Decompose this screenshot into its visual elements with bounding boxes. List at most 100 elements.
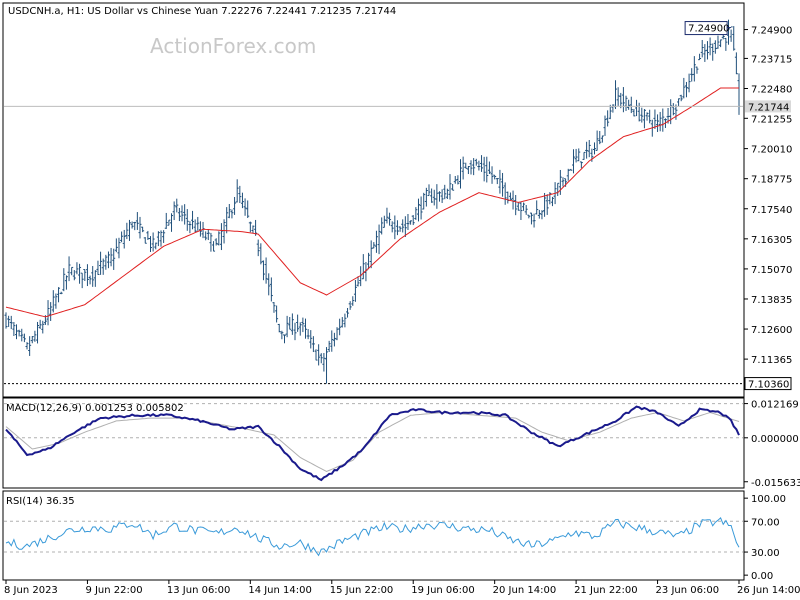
ohlc-bar	[445, 188, 449, 199]
ohlc-bar	[600, 135, 604, 143]
ohlc-bar	[595, 130, 599, 151]
ohlc-bar	[209, 232, 213, 252]
ohlc-bar	[332, 332, 336, 347]
ohlc-bar	[83, 269, 87, 282]
ohlc-bar	[390, 221, 394, 233]
ohlc-bar	[269, 277, 273, 302]
ohlc-bar	[338, 318, 342, 336]
time-tick-label: 8 Jun 2023	[4, 585, 58, 596]
ohlc-bar	[193, 219, 197, 233]
ohlc-bar	[424, 187, 428, 207]
ohlc-bar	[117, 237, 121, 259]
ohlc-bar	[416, 198, 420, 222]
ohlc-bar	[716, 35, 720, 49]
time-tick-label: 19 Jun 06:00	[411, 585, 475, 596]
price-panel-title: USDCNH.a, H1: US Dollar vs Chinese Yuan …	[8, 6, 396, 17]
ohlc-bar	[571, 149, 575, 174]
ohlc-bar	[17, 329, 21, 337]
ohlc-bar	[36, 321, 40, 344]
ohlc-bar	[217, 231, 221, 246]
ohlc-bar	[112, 248, 116, 270]
ohlc-bar	[151, 232, 155, 252]
ohlc-bar	[188, 221, 192, 234]
watermark: ActionForex.com	[150, 34, 316, 58]
ohlc-bar	[214, 238, 218, 246]
ohlc-bar	[474, 158, 478, 166]
ohlc-bar	[156, 231, 160, 247]
ohlc-bar	[532, 213, 536, 228]
ohlc-bar	[93, 270, 97, 287]
ohlc-bar	[472, 158, 476, 176]
current-price-box	[745, 100, 791, 113]
ohlc-bar	[535, 200, 539, 215]
ohlc-bar	[593, 142, 597, 155]
ohlc-bar	[290, 313, 294, 335]
ohlc-bar	[556, 182, 560, 196]
ohlc-bar	[440, 189, 444, 203]
time-tick-label: 21 Jun 22:00	[574, 585, 638, 596]
macd-axis: 0.012169 0.000000 -0.015633	[4, 400, 800, 489]
price-axis: 7.24900 7.23715 7.22480 7.21255 7.20010 7.187…	[744, 26, 792, 366]
price-tick-label: 7.13835	[751, 295, 792, 306]
ohlc-bar	[690, 68, 694, 82]
ohlc-bar	[661, 108, 665, 132]
ohlc-bar	[427, 184, 431, 197]
price-tick-label: 7.16305	[751, 235, 792, 246]
ohlc-bar	[495, 178, 499, 185]
ohlc-bar	[419, 196, 423, 220]
ohlc-bar	[432, 189, 436, 206]
ohlc-bar	[367, 252, 371, 270]
ohlc-bar	[106, 251, 110, 269]
ohlc-bar	[501, 172, 505, 197]
ohlc-bar	[598, 130, 602, 145]
macd-panel-frame	[2, 397, 745, 489]
ohlc-bar	[177, 207, 181, 222]
ohlc-bar	[164, 212, 168, 229]
ohlc-bar	[682, 77, 686, 99]
ohlc-bar	[374, 230, 378, 253]
ohlc-bar	[104, 254, 108, 270]
ohlc-bar	[708, 37, 712, 56]
ohlc-bar	[127, 219, 131, 241]
ohlc-bar	[414, 207, 418, 220]
ohlc-bar	[330, 330, 334, 352]
ohlc-bar	[585, 141, 589, 159]
ohlc-bar	[282, 334, 286, 344]
ohlc-bar	[621, 87, 625, 113]
ohlc-bar	[154, 242, 158, 250]
price-tick-label: 7.24900	[751, 26, 792, 37]
ohlc-bar	[545, 194, 549, 215]
ohlc-bar	[519, 201, 523, 221]
ohlc-bar	[401, 219, 405, 233]
ohlc-bar	[22, 333, 26, 343]
ohlc-bar	[382, 215, 386, 228]
ohlc-bar	[185, 209, 189, 231]
ohlc-bar	[703, 44, 707, 62]
time-tick-label: 9 Jun 22:00	[85, 585, 142, 596]
price-tick-label: 7.21255	[751, 114, 792, 125]
ohlc-bar	[227, 204, 231, 219]
ohlc-bar	[130, 221, 134, 229]
ohlc-bar	[637, 102, 641, 122]
ohlc-bar	[141, 226, 145, 233]
ohlc-bar	[369, 240, 373, 269]
ohlc-bar	[109, 247, 113, 267]
ohlc-bar	[443, 184, 447, 200]
ohlc-bar	[340, 317, 344, 328]
ohlc-bar	[88, 275, 92, 285]
ohlc-bar	[671, 103, 675, 116]
ohlc-bar	[540, 210, 544, 220]
ohlc-bar	[80, 272, 84, 289]
ohlc-bar	[656, 114, 660, 132]
ohlc-bar	[175, 198, 179, 213]
ohlc-bar	[4, 312, 8, 329]
ohlc-bar	[524, 204, 528, 215]
ohlc-bar	[385, 207, 389, 224]
ohlc-bar	[15, 324, 19, 340]
rsi-tick-label: 0.00	[751, 571, 773, 582]
ohlc-bar	[635, 99, 639, 117]
ohlc-bar	[356, 276, 360, 287]
ohlc-bar	[49, 302, 53, 321]
ohlc-bar	[201, 221, 205, 239]
ohlc-bar	[146, 230, 150, 240]
